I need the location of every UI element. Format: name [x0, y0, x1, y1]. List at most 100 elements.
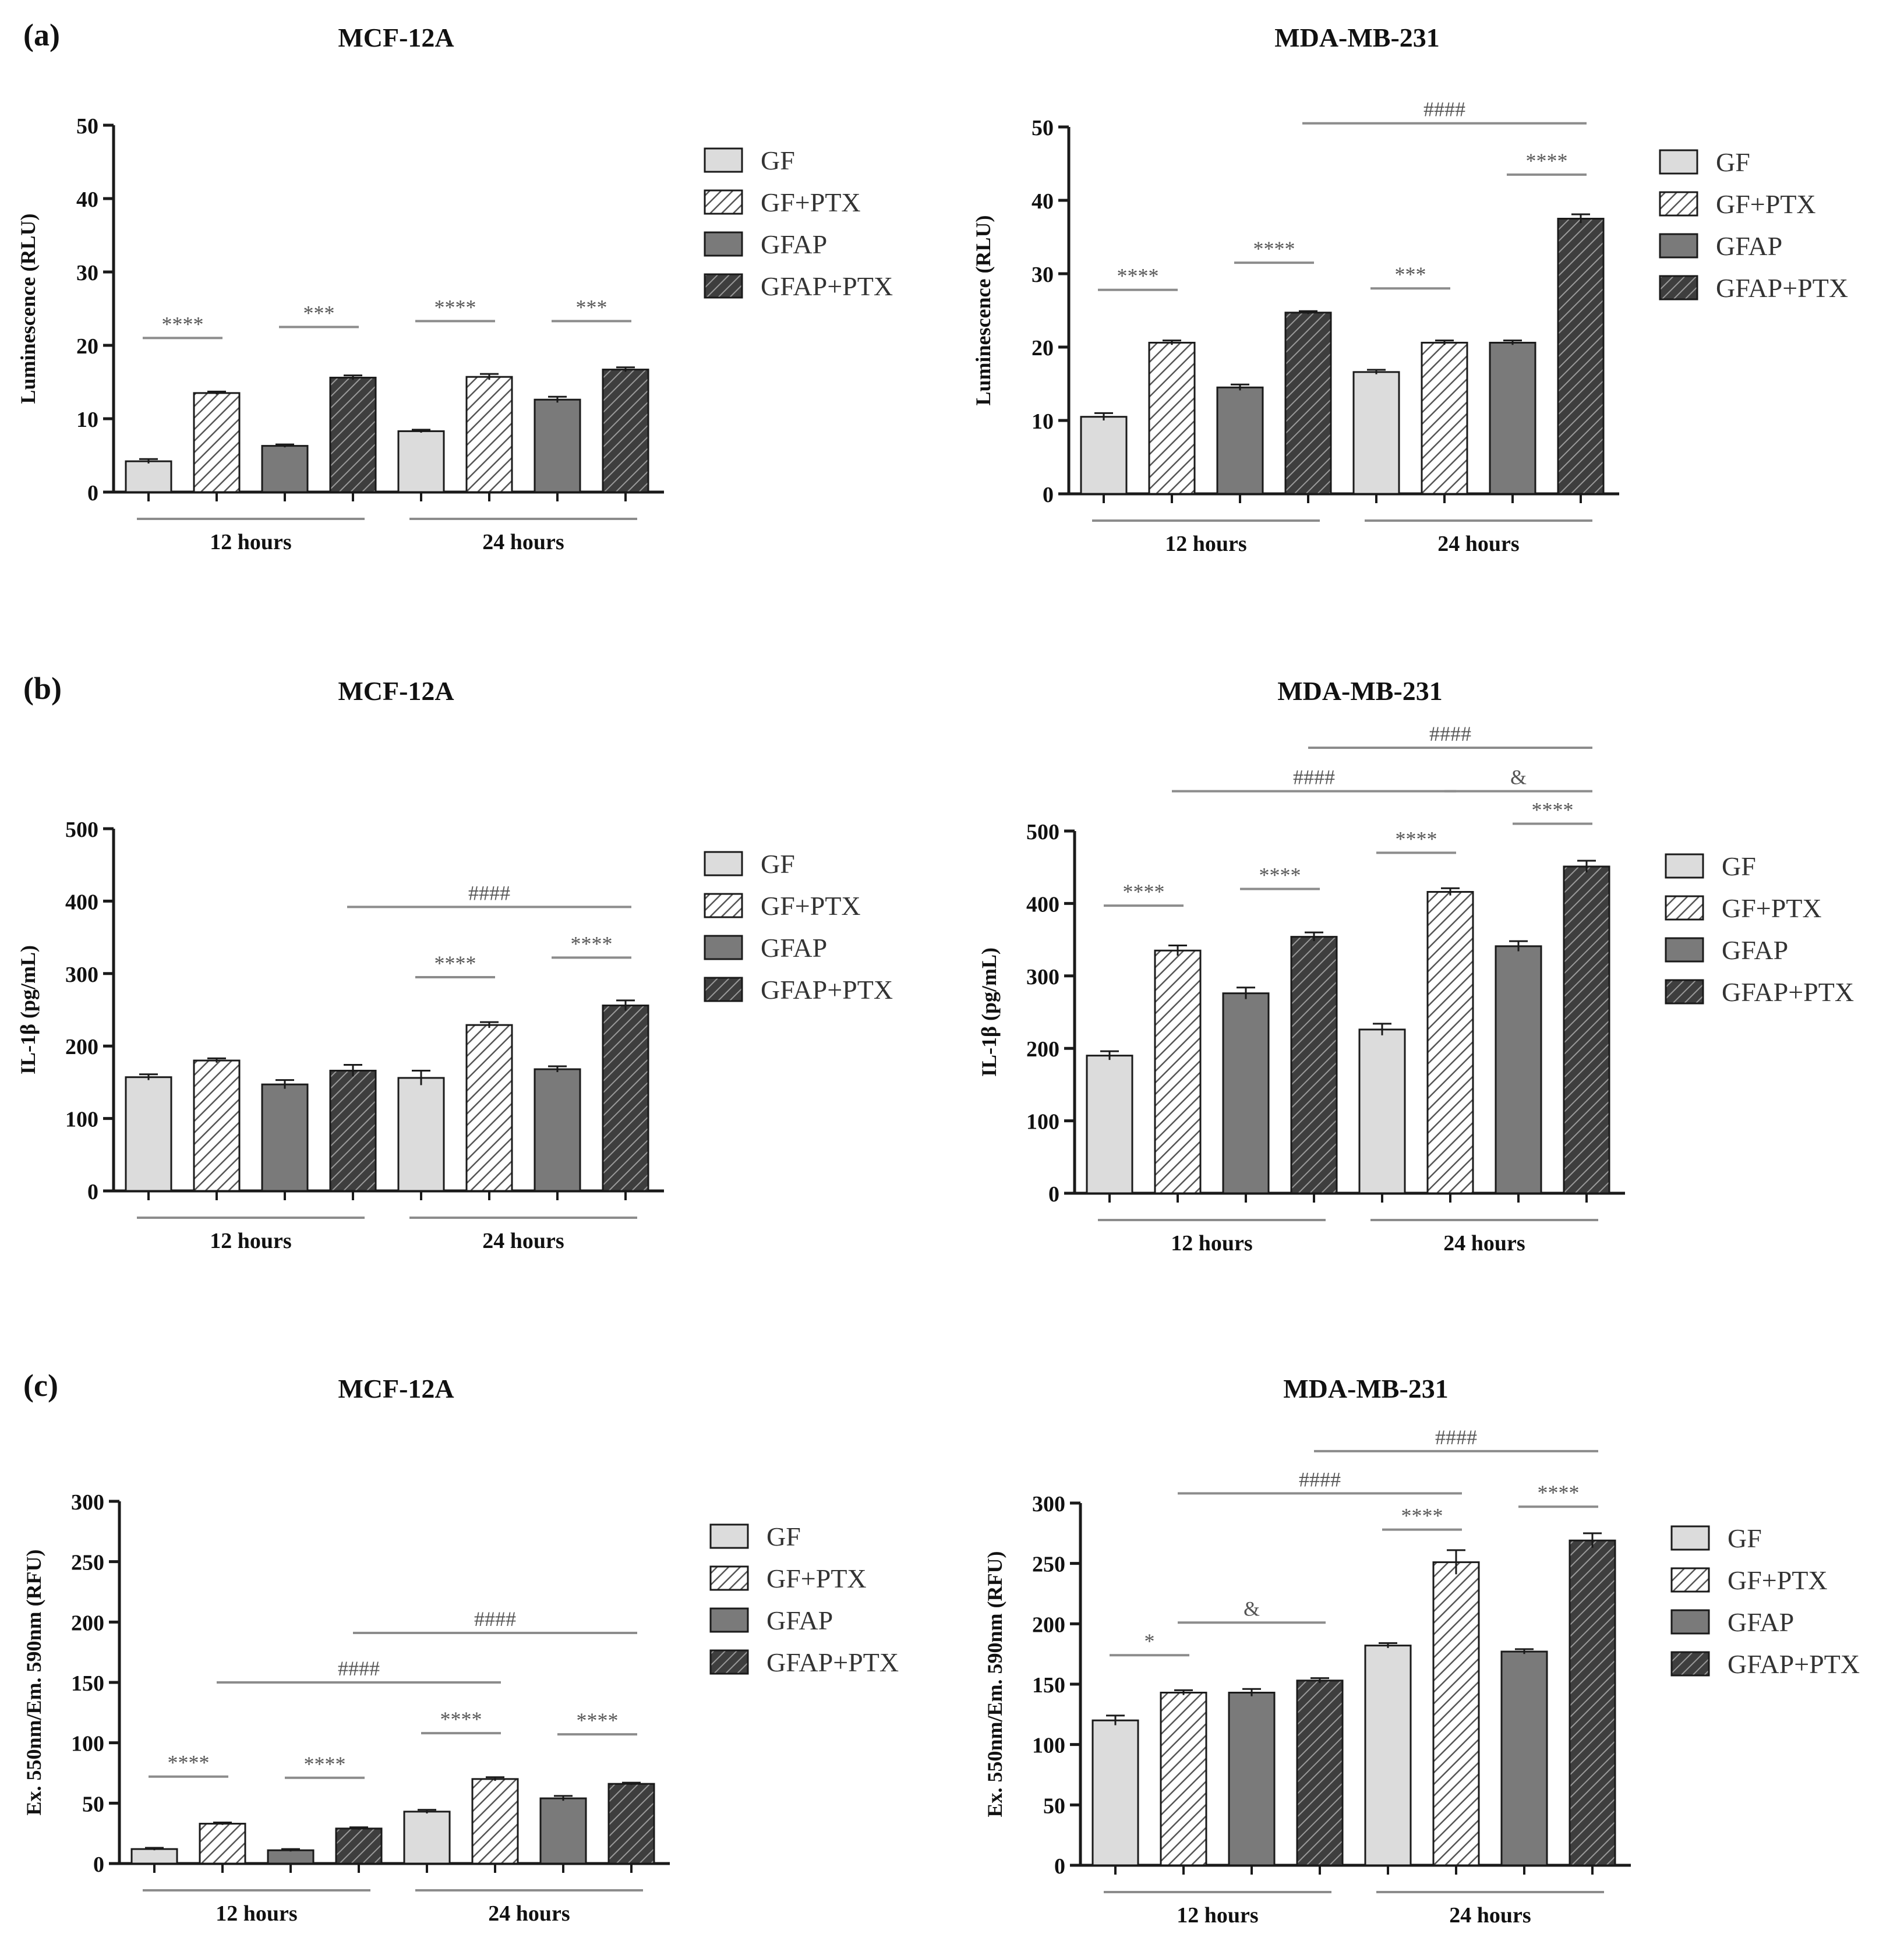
significance-marker: ####	[468, 881, 510, 904]
chart-b-mcf: (b) MCF-12A 0 100 200 300 400 500 IL-1β (pg/mL) 1…	[16, 671, 893, 1253]
group-label: 12 hours	[1177, 1903, 1258, 1928]
y-tick-label: 300	[71, 1490, 104, 1515]
bar-gfap-ptx	[1557, 218, 1605, 495]
legend-label: GFAP	[761, 229, 827, 259]
legend-label: GFAP+PTX	[766, 1647, 899, 1677]
chart-title: MDA-MB-231	[1274, 23, 1440, 52]
group-label: 24 hours	[482, 1229, 564, 1253]
group-label: 24 hours	[1437, 532, 1519, 556]
legend-swatch	[704, 147, 743, 173]
bar-gfap	[1489, 341, 1536, 495]
significance-marker: ####	[1299, 1468, 1341, 1491]
y-axis-label: Luminescence (RLU)	[972, 215, 995, 406]
significance-marker: ***	[303, 302, 335, 325]
bar-gfap-ptx	[602, 369, 649, 493]
bar-gfap-ptx	[1296, 1680, 1344, 1866]
significance-marker: ****	[1117, 264, 1159, 288]
y-tick-label: 250	[71, 1551, 104, 1575]
legend-swatch	[704, 189, 743, 215]
significance-marker: ####	[1293, 766, 1335, 789]
y-tick-label: 50	[1032, 116, 1054, 140]
legend-swatch	[1670, 1651, 1710, 1677]
bar-gfap-ptx	[602, 1005, 649, 1192]
significance-marker: &	[1510, 766, 1527, 789]
bar-gf	[397, 1077, 445, 1192]
legend-label: GF+PTX	[1722, 893, 1822, 923]
chart-a-mcf: (a) MCF-12A 0 10 20 30 40 50 Luminescence (RLU) 1…	[16, 17, 893, 554]
y-tick-label: 0	[87, 481, 98, 505]
chart-b-mda: MDA-MB-231 0 100 200 300 400 500 IL-1β (pg/mL) 1…	[977, 676, 1854, 1256]
chart-title: MDA-MB-231	[1277, 676, 1443, 706]
significance-marker: ****	[162, 312, 204, 335]
bar-gf-ptx	[1432, 1561, 1480, 1866]
legend-label: GFAP	[1728, 1607, 1794, 1637]
y-tick-label: 500	[1026, 820, 1059, 844]
legend-label: GF	[1722, 851, 1756, 881]
legend-label: GFAP	[766, 1606, 833, 1635]
significance-marker: ****	[168, 1751, 210, 1774]
y-tick-label: 50	[1043, 1794, 1065, 1818]
bar-gf-ptx	[199, 1823, 246, 1865]
legend-swatch	[1665, 937, 1704, 963]
bar-gf	[125, 1076, 172, 1192]
group-label: 24 hours	[1443, 1231, 1525, 1256]
bar-gf-ptx	[1160, 1692, 1207, 1866]
significance-marker: ****	[435, 295, 476, 319]
legend-swatch	[709, 1565, 749, 1591]
y-tick-label: 150	[71, 1671, 104, 1696]
bar-gfap-ptx	[607, 1783, 655, 1865]
panel-label: (a)	[23, 17, 60, 52]
legend-label: GFAP+PTX	[761, 975, 893, 1005]
legend-label: GFAP	[1722, 935, 1788, 965]
bar-gf-ptx	[1148, 341, 1196, 495]
bar-gfap-ptx	[1563, 865, 1610, 1194]
bar-gf	[1364, 1645, 1412, 1866]
legend-swatch	[1659, 191, 1698, 217]
legend-swatch	[704, 273, 743, 299]
legend-swatch	[1659, 233, 1698, 259]
legend-swatch	[1670, 1567, 1710, 1593]
bar-gf	[125, 460, 172, 493]
significance-marker: ####	[1429, 722, 1471, 745]
legend-swatch	[704, 977, 743, 1002]
y-tick-label: 100	[1026, 1110, 1059, 1134]
significance-marker: &	[1244, 1597, 1260, 1620]
y-tick-label: 40	[76, 188, 98, 212]
legend-swatch	[704, 231, 743, 257]
y-tick-label: 20	[76, 334, 98, 359]
y-tick-label: 100	[65, 1108, 98, 1132]
significance-marker: ####	[1435, 1426, 1477, 1449]
significance-marker: ****	[1123, 880, 1165, 903]
legend-label: GFAP+PTX	[1728, 1649, 1860, 1679]
y-axis-label: Luminescence (RLU)	[16, 214, 40, 404]
bar-gfap	[534, 398, 581, 493]
group-label: 12 hours	[210, 1229, 291, 1253]
bar-gf	[397, 430, 445, 493]
bar-gfap	[1500, 1650, 1548, 1866]
group-label: 24 hours	[482, 530, 564, 554]
bar-gfap	[261, 445, 309, 493]
legend-label: GF+PTX	[761, 188, 861, 217]
y-tick-label: 100	[1032, 1734, 1065, 1758]
y-tick-label: 500	[65, 818, 98, 842]
chart-c-mda: MDA-MB-231 0 50 100 150 200 250 300 Ex. 550nm/Em…	[983, 1374, 1860, 1928]
bar-gfap	[261, 1083, 309, 1192]
y-tick-label: 10	[1032, 409, 1054, 434]
significance-marker: ****	[440, 1707, 482, 1731]
legend-swatch	[709, 1649, 749, 1675]
bar-gf-ptx	[465, 1024, 513, 1192]
legend-label: GF	[1728, 1523, 1762, 1553]
significance-marker: ****	[1253, 237, 1295, 260]
significance-marker: ****	[571, 932, 613, 955]
legend-label: GF+PTX	[1716, 189, 1816, 219]
group-label: 12 hours	[216, 1901, 297, 1926]
significance-marker: ####	[474, 1607, 516, 1631]
legend-label: GF	[761, 849, 795, 879]
significance-marker: ****	[435, 952, 476, 975]
group-label: 24 hours	[1449, 1903, 1531, 1928]
bar-gf-ptx	[193, 1059, 241, 1192]
y-tick-label: 200	[65, 1035, 98, 1059]
y-tick-label: 0	[1054, 1854, 1065, 1879]
legend-swatch	[709, 1523, 749, 1549]
